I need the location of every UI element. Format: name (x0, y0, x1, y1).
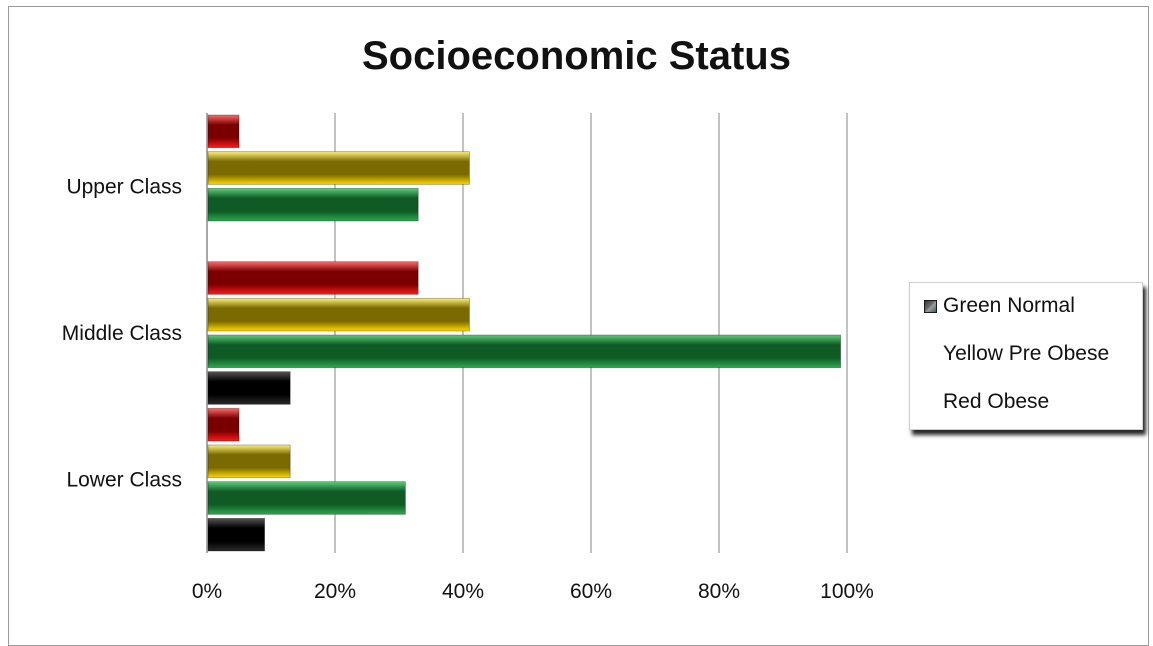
x-tick-label: 20% (314, 580, 356, 603)
x-tick-label: 80% (698, 580, 740, 603)
legend-item: Yellow Pre Obese (910, 339, 1140, 369)
category-label: Lower Class (66, 469, 182, 492)
legend-item: Red Obese (910, 387, 1140, 417)
bar-chart: 0% 20% 40% 60% 80% 100% Upper Class Middle Cla… (62, 113, 874, 603)
legend-swatch-icon (924, 299, 937, 313)
category-label: Upper Class (66, 175, 182, 198)
bar (207, 297, 470, 332)
legend-swatch-icon (924, 348, 937, 361)
legend-label-green-normal: Green Normal (943, 294, 1075, 317)
x-tick-label: 100% (820, 580, 874, 603)
bar (207, 334, 841, 369)
bar (207, 407, 240, 442)
bar (207, 114, 240, 149)
bar (207, 481, 406, 515)
bar (207, 151, 470, 185)
x-tick-label: 60% (570, 580, 612, 603)
bar (207, 187, 419, 222)
category-label: Middle Class (62, 322, 182, 345)
chart-title: Socioeconomic Status (362, 34, 791, 78)
legend-label-red-obese: Red Obese (943, 390, 1050, 413)
bar (207, 261, 419, 295)
bar (207, 371, 291, 405)
legend-label-yellow-pre-obese: Yellow Pre Obese (943, 342, 1110, 365)
x-tick-label: 40% (442, 580, 484, 603)
bar (207, 444, 291, 479)
chart-legend: Green Normal Yellow Pre Obese Red Obese (909, 282, 1143, 430)
x-tick-label: 0% (192, 580, 222, 603)
legend-item: Green Normal (910, 291, 1140, 321)
bar (207, 517, 265, 552)
legend-swatch-icon (924, 396, 937, 409)
